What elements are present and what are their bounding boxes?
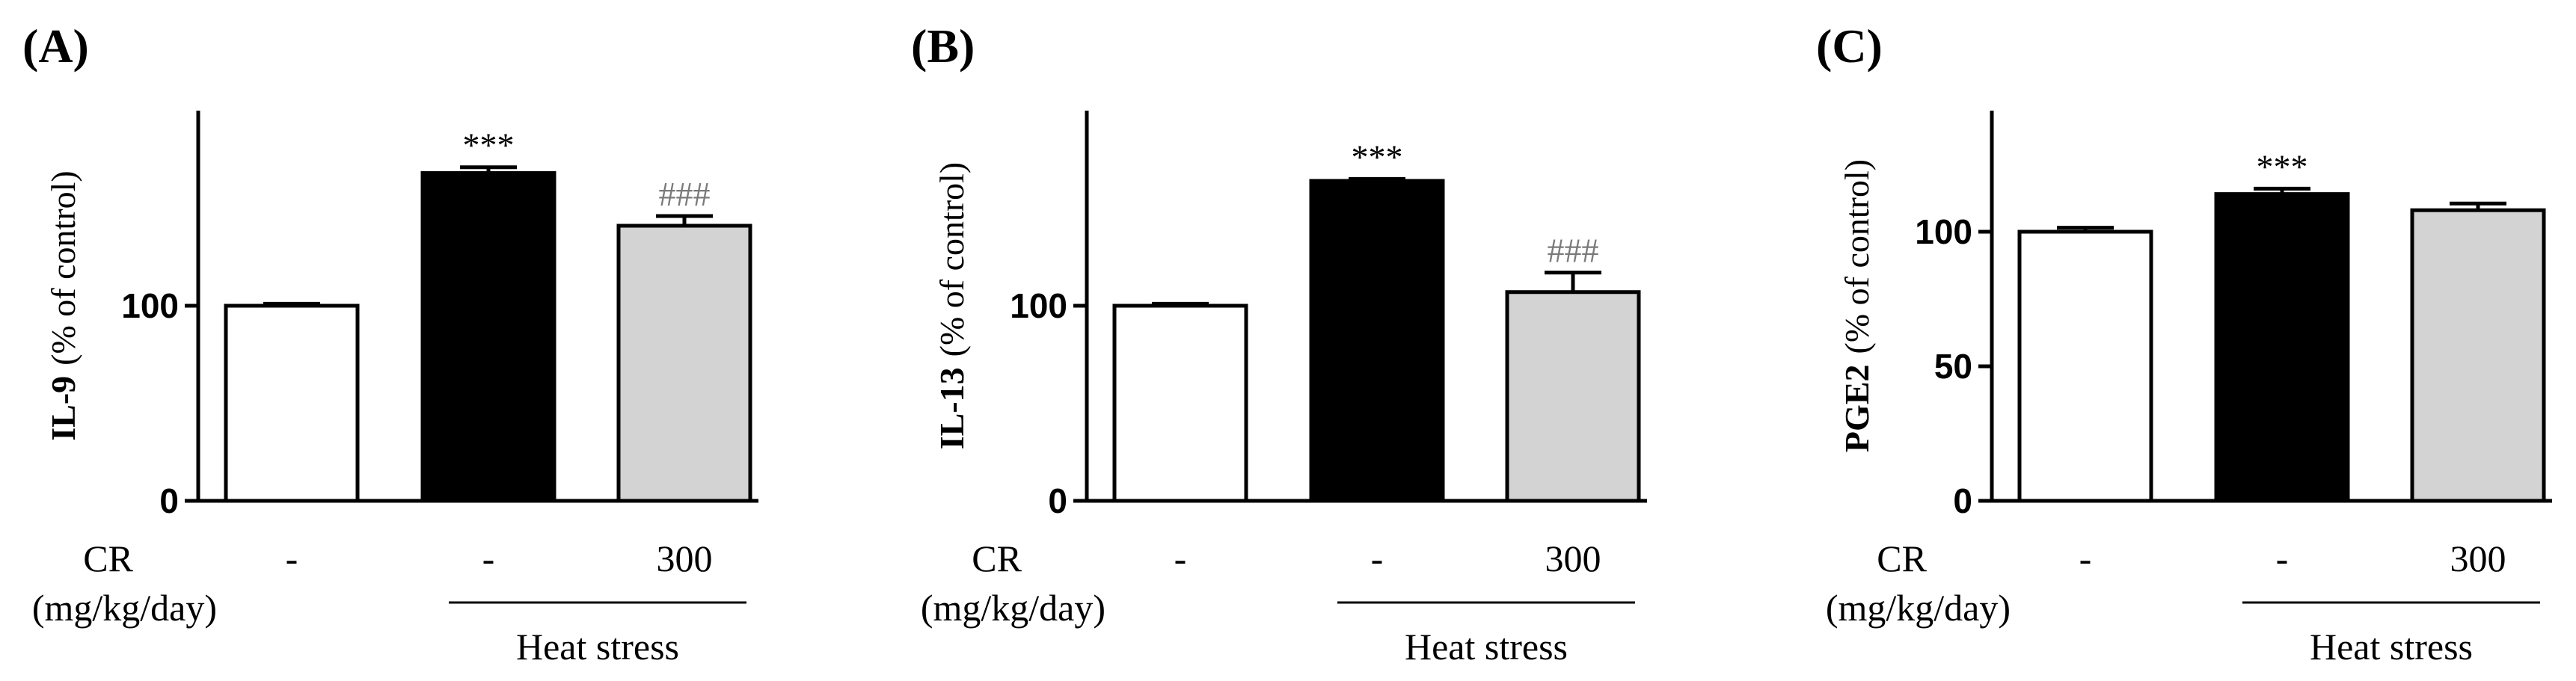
y-axis-label-rest: (% of control) — [933, 162, 971, 357]
y-tick-label: 100 — [121, 286, 179, 325]
row-label-cr: CR — [83, 537, 133, 579]
y-tick-label: 100 — [1915, 212, 1972, 251]
bar — [2017, 229, 2153, 503]
bar — [1112, 303, 1248, 503]
x-category-label: 300 — [2450, 537, 2506, 579]
panel-label: (A) — [22, 19, 89, 73]
y-axis-label-bold: IL-13 — [933, 367, 971, 449]
y-tick-label: 50 — [1934, 347, 1972, 386]
bar — [420, 171, 556, 503]
significance-hash: ### — [1548, 232, 1599, 270]
y-axis-label-bold: PGE2 — [1838, 365, 1876, 453]
group-label: Heat stress — [516, 626, 679, 668]
bar — [2410, 208, 2546, 503]
y-tick-label: 100 — [1010, 286, 1067, 325]
panel-label: (C) — [1816, 19, 1883, 73]
row-label-cr: CR — [972, 537, 1022, 579]
y-tick-label: 0 — [1048, 481, 1067, 520]
row-label-unit: (mg/kg/day) — [1826, 587, 2011, 629]
x-category-label: - — [286, 537, 298, 579]
x-category-label: - — [1371, 537, 1384, 579]
x-category-label: - — [1174, 537, 1187, 579]
x-category-label: 300 — [657, 537, 713, 579]
y-axis-label-bold: IL-9 — [44, 376, 82, 441]
x-category-label: 300 — [1545, 537, 1601, 579]
x-category-label: - — [482, 537, 495, 579]
y-tick-label: 0 — [159, 481, 179, 520]
row-label-unit: (mg/kg/day) — [921, 587, 1105, 629]
row-label-unit: (mg/kg/day) — [32, 587, 217, 629]
y-axis-label: IL-9 (% of control) — [44, 170, 82, 440]
bar — [1505, 290, 1641, 503]
panel-label: (B) — [911, 19, 975, 73]
significance-hash: ### — [659, 175, 711, 213]
group-label: Heat stress — [1405, 626, 1568, 668]
y-axis-label-rest: (% of control) — [44, 170, 82, 366]
significance-stars: *** — [2257, 147, 2308, 185]
row-label-cr: CR — [1877, 537, 1927, 579]
y-axis-label: IL-13 (% of control) — [933, 162, 971, 449]
significance-stars: *** — [463, 126, 515, 164]
x-category-label: - — [2079, 537, 2092, 579]
y-axis-label-rest: (% of control) — [1838, 159, 1876, 354]
bar — [224, 303, 360, 503]
x-category-label: - — [2276, 537, 2289, 579]
bar — [2214, 192, 2350, 503]
y-tick-label: 0 — [1953, 481, 1972, 520]
significance-stars: *** — [1352, 138, 1403, 176]
y-axis-label: PGE2 (% of control) — [1838, 159, 1876, 452]
bar — [616, 224, 752, 503]
group-label: Heat stress — [2310, 626, 2473, 668]
bar — [1309, 179, 1445, 503]
